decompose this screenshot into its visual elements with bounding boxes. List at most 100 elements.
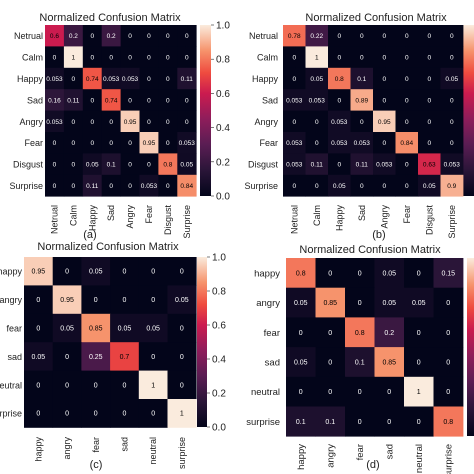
heatmap-cell [82,67,103,90]
heatmap-cell [177,46,197,69]
heatmap-cell [286,258,316,289]
row-tick-label: Angry [254,117,278,127]
cell-value-label: 0 [147,33,151,40]
heatmap-cell [81,342,111,371]
cell-value-label: 0.15 [441,270,455,277]
panel-a-row-labels: Netrual Calm Happy Sad Angry Fear Disgust Surpr… [9,31,43,191]
heatmap-cell [350,132,374,154]
col-tick-label: neutral [148,437,158,465]
cell-value-label: 0.95 [124,119,137,126]
cell-value-label: 0 [405,76,409,83]
cell-value-label: 0.1 [357,76,366,83]
cell-value-label: 0.89 [355,97,368,104]
cell-value-label: 0 [450,55,454,62]
heatmap-cell [283,110,306,133]
cell-value-label: 0 [337,55,341,62]
cell-value-label: 0.1 [325,419,335,426]
heatmap-cell [167,342,197,371]
col-tick-label: Calm [68,205,78,226]
heatmap-cell [345,258,375,289]
heatmap-cell [120,110,140,133]
heatmap-cell [139,89,159,111]
heatmap-cell [82,25,103,47]
heatmap-cell [52,342,82,371]
colorbar-tick-label: 0.2 [212,389,226,400]
cell-value-label: 1 [417,389,421,396]
cell-value-label: 0 [382,33,386,40]
cell-value-label: 0 [427,55,431,62]
colorbar-tick-label: 0.8 [216,55,230,66]
row-tick-label: angry [0,295,22,305]
cell-value-label: 0 [122,269,126,276]
col-tick-label: Happy [87,205,97,232]
row-tick-label: neutral [0,380,22,390]
cell-value-label: 0 [53,162,57,169]
cell-value-label: 0.05 [118,326,132,333]
heatmap-cell [110,285,140,315]
col-tick-label: Disgust [424,205,434,236]
cell-value-label: 0 [65,354,69,361]
heatmap-cell [177,67,197,90]
cell-value-label: 0.2 [384,330,394,337]
heatmap-cell [283,153,306,176]
cell-value-label: 0 [166,55,170,62]
cell-value-label: 0.053 [309,97,326,104]
colorbar-tick-label: 0.2 [216,157,230,168]
heatmap-cell [110,313,140,343]
col-tick-label: Angry [125,205,135,229]
colorbar-tick-label: 0.0 [212,423,226,434]
col-tick-label: angry [325,444,336,468]
cell-value-label: 0.8 [443,419,453,426]
cell-value-label: 0.95 [32,269,46,276]
heatmap-cell [63,174,84,197]
heatmap-cell [373,153,396,176]
panel-b-title: Normalized Confusion Matrix [305,12,447,24]
heatmap-cell [315,287,346,318]
heatmap-cell [81,313,111,343]
cell-value-label: 0.053 [46,119,63,126]
heatmap-cell [286,317,316,348]
cell-value-label: 0 [72,140,76,147]
panel-c-row-labels: happy angry fear sad neutral surprise [0,267,22,419]
heatmap-cell [45,110,65,133]
heatmap-cell [374,347,405,378]
col-tick-label: happy [33,437,43,462]
heatmap-cell [433,317,464,348]
heatmap-cell [101,67,121,90]
cell-value-label: 0 [382,140,386,147]
panel-c-colorbar-ticks: 0.0 0.2 0.4 0.6 0.8 1.0 [207,253,226,434]
heatmap-cell [350,46,374,69]
heatmap-cell [63,67,84,90]
cell-value-label: 0.11 [67,97,80,104]
cell-value-label: 0 [358,419,362,426]
heatmap-cell [404,376,434,407]
panel-a-title: Normalized Confusion Matrix [39,12,181,24]
heatmap-cell [418,132,441,154]
cell-value-label: 0 [292,55,296,62]
heatmap-cell [283,46,306,69]
panel-a-heatmap: 0.6 0.2 0 0.2 0 0 0 00 1 0 0 0 0 0 00.053 0 0.74 0.053 0.0… [45,25,197,197]
cell-value-label: 0 [151,354,155,361]
heatmap-cell [305,132,329,154]
heatmap-cell [101,132,121,154]
col-tick-label: fear [91,437,101,453]
cell-value-label: 0 [180,382,184,389]
cell-value-label: 0 [94,382,98,389]
row-tick-label: angry [256,298,280,309]
cell-value-label: 0 [450,33,454,40]
heatmap-cell [440,110,464,133]
cell-value-label: 0.8 [296,270,306,277]
heatmap-cell [345,287,375,318]
cell-value-label: 0.1 [296,419,306,426]
cell-value-label: 0 [53,55,57,62]
cell-value-label: 0 [315,183,319,190]
row-tick-label: Happy [252,74,279,84]
cell-value-label: 0 [65,411,69,418]
panel-a: Normalized Confusion Matrix 0.6 0.2 0 0.2 0 0… [9,12,230,241]
cell-value-label: 0.8 [163,162,172,169]
col-tick-label: Fear [144,205,154,224]
heatmap-cell [283,25,306,47]
heatmap-cell [433,258,464,289]
cell-value-label: 0 [122,297,126,304]
cell-value-label: 0 [53,183,57,190]
